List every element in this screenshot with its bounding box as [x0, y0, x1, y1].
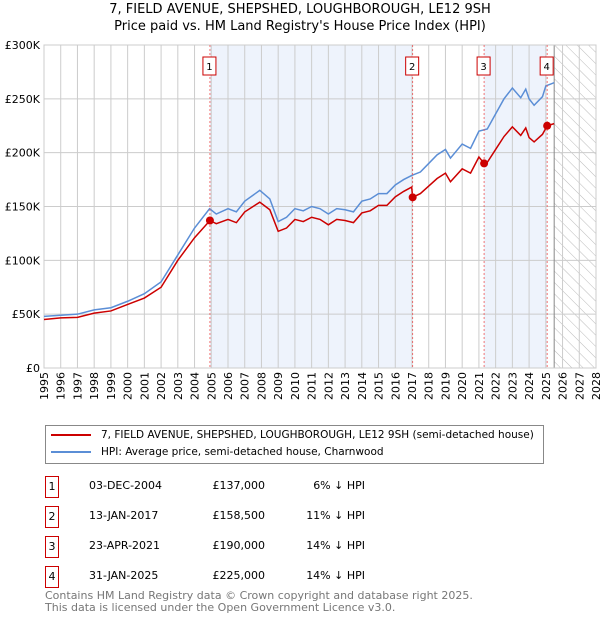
sale-point: [205, 216, 214, 225]
sale-marker-label: 2: [409, 62, 415, 73]
x-tick-label: 2021: [473, 372, 486, 400]
sale-marker-label: 3: [480, 62, 486, 73]
footer-line-2: This data is licensed under the Open Gov…: [45, 601, 396, 614]
x-tick-label: 1998: [88, 372, 101, 400]
sale-price: £137,000: [212, 479, 266, 492]
x-tick-label: 2016: [389, 372, 402, 400]
sale-marker-box: [405, 56, 420, 76]
sale-marker-label: 1: [206, 62, 212, 73]
hpi-line: [43, 81, 555, 318]
sale-point: [543, 121, 552, 130]
x-tick-label: 2017: [406, 372, 419, 400]
legend-swatch-property: [51, 434, 91, 436]
sale-hpi-diff: 14% ↓ HPI: [306, 539, 365, 552]
x-tick-label: 2023: [506, 372, 519, 400]
chart-title: 7, FIELD AVENUE, SHEPSHED, LOUGHBOROUGH,…: [109, 2, 491, 17]
x-tick-label: 2025: [540, 372, 553, 400]
y-tick-label: £100K: [5, 254, 41, 267]
x-tick-label: 2027: [573, 372, 586, 400]
plot-border: [43, 44, 597, 369]
footer: Contains HM Land Registry data © Crown c…: [45, 590, 473, 614]
x-tick-label: 2001: [138, 372, 151, 400]
x-tick-label: 2026: [557, 372, 570, 400]
sale-price: £190,000: [212, 539, 266, 552]
sale-date: 31-JAN-2025: [89, 569, 159, 582]
x-tick-label: 2024: [523, 372, 536, 400]
legend-label-property: 7, FIELD AVENUE, SHEPSHED, LOUGHBOROUGH,…: [101, 429, 534, 441]
sale-row: 3 23-APR-2021 £190,000 14% ↓ HPI: [45, 536, 600, 558]
chart-area: 1995 1996 1997 1998 1999 2000 2001 2002 2003 2004…: [5, 39, 600, 400]
x-tick-label: 2008: [255, 372, 268, 400]
sale-marker-number: 2: [45, 506, 59, 528]
y-tick-label: £200K: [5, 147, 41, 160]
property-price-line: [43, 122, 555, 321]
sale-marker-number: 3: [45, 536, 59, 558]
legend-label-hpi: HPI: Average price, semi-detached house,…: [101, 446, 384, 458]
sale-price: £158,500: [212, 509, 266, 522]
sale-marker-box: [476, 56, 491, 76]
legend: 7, FIELD AVENUE, SHEPSHED, LOUGHBOROUGH,…: [45, 425, 544, 464]
sale-marker-box: [539, 56, 554, 76]
x-tick-label: 1999: [105, 372, 118, 400]
sale-row: 4 31-JAN-2025 £225,000 14% ↓ HPI: [45, 566, 600, 588]
x-tick-label: 2018: [423, 372, 436, 400]
x-tick-label: 2009: [272, 372, 285, 400]
x-tick-label: 2003: [172, 372, 185, 400]
y-tick-label: £0: [26, 362, 40, 375]
x-tick-label: 2012: [322, 372, 335, 400]
x-tick-label: 1997: [71, 372, 84, 400]
sale-row: 1 03-DEC-2004 £137,000 6% ↓ HPI: [45, 476, 600, 498]
x-tick-label: 2010: [289, 372, 302, 400]
x-tick-label: 2015: [373, 372, 386, 400]
x-tick-label: 2022: [490, 372, 503, 400]
chart-subtitle: Price paid vs. HM Land Registry's House …: [114, 19, 486, 34]
x-tick-label: 2004: [189, 372, 202, 400]
y-tick-label: £50K: [12, 308, 41, 321]
sale-hpi-diff: 11% ↓ HPI: [306, 509, 365, 522]
x-tick-label: 2000: [122, 372, 135, 400]
y-tick-label: £250K: [5, 93, 41, 106]
sale-marker-number: 1: [45, 476, 59, 498]
x-tick-label: 2013: [339, 372, 352, 400]
legend-swatch-hpi: [51, 451, 91, 453]
sale-point: [408, 193, 417, 202]
sale-point: [480, 159, 489, 168]
sale-marker-label: 4: [543, 62, 549, 73]
x-tick-label: 2007: [239, 372, 252, 400]
sale-marker-number: 4: [45, 566, 59, 588]
sale-date: 13-JAN-2017: [89, 509, 159, 522]
sale-row: 2 13-JAN-2017 £158,500 11% ↓ HPI: [45, 506, 600, 528]
x-tick-label: 2014: [356, 372, 369, 400]
y-tick-label: £300K: [5, 39, 41, 52]
sale-hpi-diff: 6% ↓ HPI: [313, 479, 365, 492]
x-tick-label: 2002: [155, 372, 168, 400]
x-tick-label: 2019: [439, 372, 452, 400]
y-tick-label: £150K: [5, 201, 41, 214]
sale-date: 23-APR-2021: [89, 539, 161, 552]
sale-marker-box: [202, 56, 217, 76]
x-tick-label: 2005: [205, 372, 218, 400]
sale-hpi-diff: 14% ↓ HPI: [306, 569, 365, 582]
x-tick-label: 2006: [222, 372, 235, 400]
x-tick-label: 2020: [456, 372, 469, 400]
footer-line-1: Contains HM Land Registry data © Crown c…: [45, 589, 473, 602]
sale-price: £225,000: [212, 569, 266, 582]
sale-date: 03-DEC-2004: [89, 479, 163, 492]
x-tick-label: 1996: [55, 372, 68, 400]
x-tick-label: 1995: [38, 372, 51, 400]
x-tick-label: 2028: [590, 372, 600, 400]
x-tick-label: 2011: [306, 372, 319, 400]
